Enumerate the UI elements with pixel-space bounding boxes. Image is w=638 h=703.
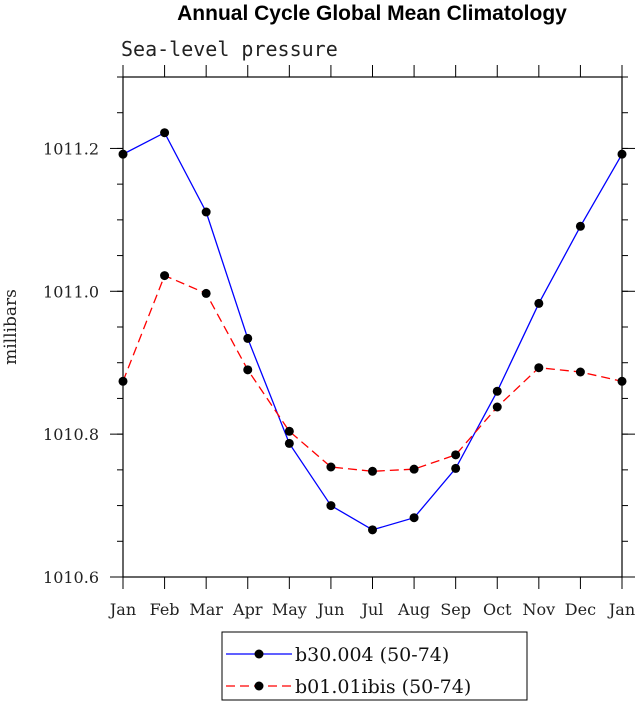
x-tick-label: Apr [232,600,263,619]
y-tick-label: 1011.0 [43,282,99,301]
legend-label-1: b01.01ibis (50-74) [295,676,471,698]
series-line-1 [122,274,623,472]
data-point [492,402,502,412]
data-point [575,221,585,231]
x-tick-label: Dec [565,600,596,619]
x-tick-label: Oct [483,600,512,619]
chart-subtitle: Sea-level pressure [121,37,338,61]
data-point [118,149,128,159]
legend: b30.004 (50-74) b01.01ibis (50-74) [221,631,528,701]
x-tick-label: Nov [522,600,555,619]
y-tick-label: 1010.8 [43,425,99,444]
data-point [492,386,502,396]
data-point [160,271,170,281]
x-tick-label: Jan [108,600,136,619]
data-point [575,367,585,377]
legend-label-0: b30.004 (50-74) [295,644,449,666]
data-point [368,525,377,535]
data-point [617,376,627,386]
data-point [368,466,377,476]
data-point [243,365,253,375]
y-axis-label: millibars [1,289,21,365]
x-tick-label: Jul [360,600,384,619]
chart-title: Annual Cycle Global Mean Climatology [177,2,567,25]
y-tick-label: 1011.2 [43,139,99,158]
legend-box [221,631,528,701]
legend-marker-0 [254,649,264,659]
x-tick-label: Aug [397,600,430,619]
x-tick-label: Mar [189,600,223,619]
data-point [284,426,294,436]
data-point [409,513,419,523]
data-point [243,333,253,343]
data-point [534,298,544,308]
x-tick-label: Jun [315,600,344,619]
x-tick-label: Feb [150,600,180,619]
data-point [201,288,211,298]
x-tick-label: May [272,600,307,619]
plot-frame [122,76,623,578]
y-tick-label: 1010.6 [43,568,99,587]
data-point [617,149,627,159]
data-point [201,207,211,217]
data-point [160,128,170,138]
legend-marker-1 [254,681,264,691]
data-point [326,501,336,511]
data-point [534,363,544,373]
data-point [451,450,461,460]
data-point [451,463,461,473]
data-point [284,438,294,448]
data-point [409,464,419,474]
data-point [118,376,128,386]
x-tick-label: Sep [440,600,471,619]
x-tick-label: Jan [607,600,635,619]
data-point [326,462,336,472]
